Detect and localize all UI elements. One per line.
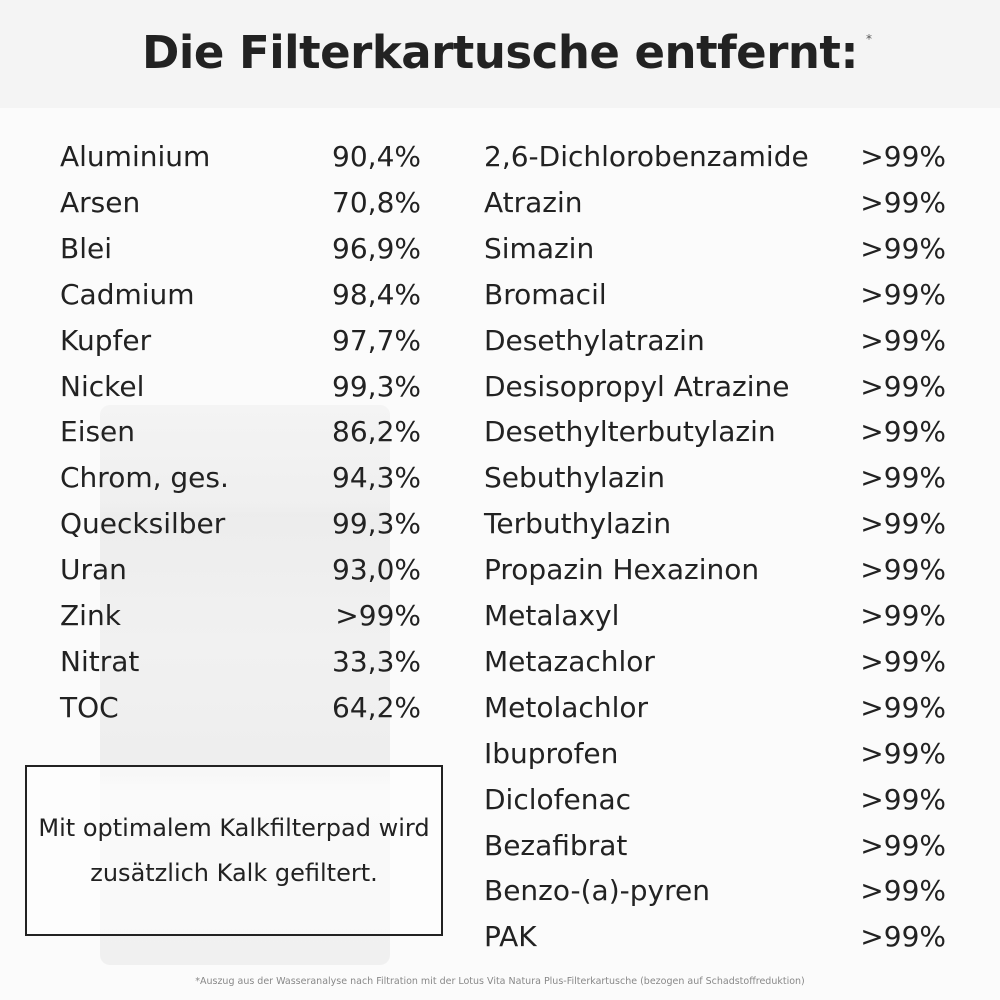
substance-name: Simazin (484, 231, 595, 265)
substance-name: Sebuthylazin (484, 461, 665, 495)
header-band (0, 0, 1000, 108)
removal-percentage: 98,4% (332, 277, 421, 311)
removal-percentage: 64,2% (332, 690, 421, 724)
substance-name: Desisopropyl Atrazine (484, 369, 790, 403)
substance-name: Zink (60, 599, 121, 632)
substance-name: Propazin Hexazinon (484, 553, 760, 587)
removal-percentage: >99% (860, 461, 946, 495)
removal-percentage: 99,3% (332, 369, 421, 403)
substance-name: Metalaxyl (484, 599, 620, 632)
removal-percentage: >99% (860, 277, 946, 311)
substance-name: Nickel (60, 369, 145, 403)
substance-name: Desethylatrazin (484, 323, 705, 357)
substance-name: Ibuprofen (484, 736, 619, 770)
removal-percentage: 97,7% (332, 323, 421, 357)
substance-name: Kupfer (60, 323, 152, 357)
removal-percentage: >99% (860, 553, 946, 587)
substance-name: Quecksilber (60, 507, 226, 541)
removal-percentage: >99% (335, 599, 421, 632)
removal-percentage: >99% (860, 507, 946, 541)
substance-name: Diclofenac (484, 782, 632, 816)
substance-name: Arsen (60, 185, 141, 219)
substance-name: Benzo-(a)-pyren (484, 874, 710, 908)
note-text: Mit optimalem Kalkfilterpad wird zusätzl… (38, 813, 430, 887)
removal-percentage: >99% (860, 874, 946, 908)
substance-name: Blei (60, 231, 112, 265)
substance-name: Uran (60, 553, 127, 587)
substance-name: Nitrat (60, 644, 140, 678)
substance-name: PAK (484, 920, 537, 954)
substance-name: Atrazin (484, 185, 583, 219)
removal-percentage: >99% (860, 140, 946, 173)
substance-name: Metazachlor (484, 644, 655, 678)
substance-name: Bromacil (484, 277, 607, 311)
removal-percentage: 99,3% (332, 507, 421, 541)
substance-name: TOC (60, 690, 119, 724)
substance-name: Terbuthylazin (484, 507, 672, 541)
removal-percentage: >99% (860, 920, 946, 954)
removal-percentage: >99% (860, 782, 946, 816)
removal-percentage: 93,0% (332, 553, 421, 587)
removal-percentage: >99% (860, 736, 946, 770)
removal-percentage: >99% (860, 690, 946, 724)
substance-name: Bezafibrat (484, 828, 628, 862)
removal-percentage: >99% (860, 185, 946, 219)
removal-percentage: 86,2% (332, 415, 421, 449)
removal-percentage: >99% (860, 644, 946, 678)
substance-name: 2,6-Dichlorobenzamide (484, 140, 809, 173)
removal-percentage: >99% (860, 369, 946, 403)
substance-name: Chrom, ges. (60, 461, 229, 495)
removal-percentage: 94,3% (332, 461, 421, 495)
substance-name: Metolachlor (484, 690, 648, 724)
page-title: Die Filterkartusche entfernt: (142, 26, 858, 79)
substance-name: Cadmium (60, 277, 195, 311)
note-box: Mit optimalem Kalkfilterpad wird zusätzl… (25, 765, 443, 936)
removal-percentage: >99% (860, 231, 946, 265)
removal-percentage: 33,3% (332, 644, 421, 678)
removal-percentage: >99% (860, 415, 946, 449)
removal-percentage: >99% (860, 323, 946, 357)
footnote-marker: * (866, 32, 872, 46)
substance-name: Desethylterbutylazin (484, 415, 776, 449)
substance-name: Eisen (60, 415, 136, 449)
substance-name: Aluminium (60, 140, 211, 173)
removal-percentage: 96,9% (332, 231, 421, 265)
removal-percentage: >99% (860, 828, 946, 862)
removal-percentage: 70,8% (332, 185, 421, 219)
removal-percentage: >99% (860, 599, 946, 632)
removal-percentage: 90,4% (332, 140, 421, 173)
footnote: *Auszug aus der Wasseranalyse nach Filtr… (195, 976, 805, 987)
